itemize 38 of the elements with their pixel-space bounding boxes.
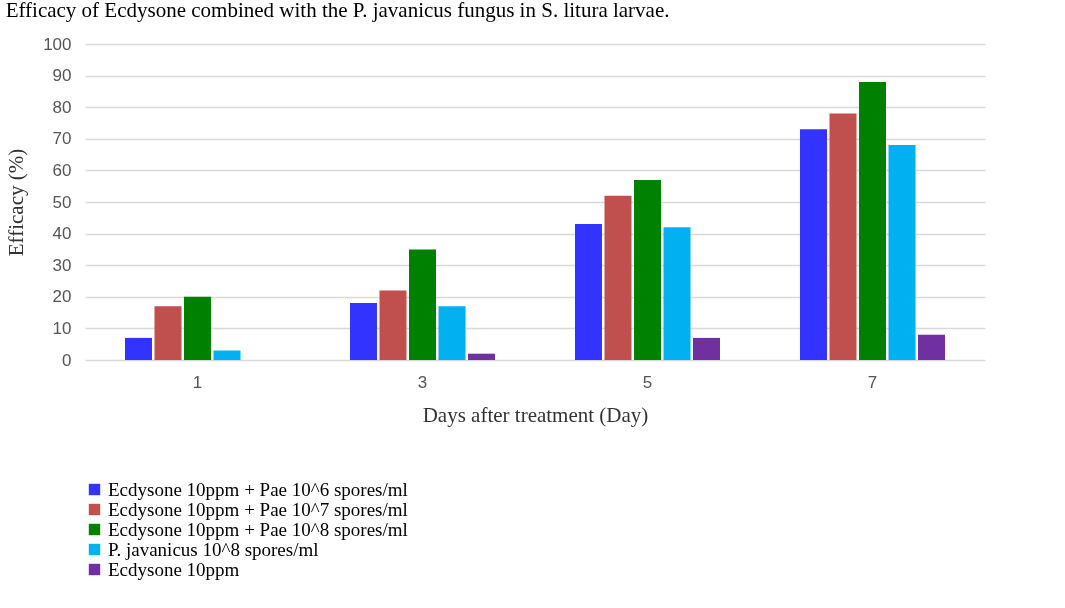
bar — [349, 303, 377, 360]
bar — [154, 306, 182, 360]
y-tick-label: 0 — [62, 350, 72, 370]
y-tick-label: 80 — [52, 97, 72, 117]
bar — [859, 81, 886, 360]
y-tick-label: 100 — [43, 34, 72, 54]
y-tick-label: 40 — [52, 224, 72, 244]
bar — [409, 249, 436, 360]
y-tick-label: 20 — [52, 287, 72, 307]
x-tick-label: 3 — [417, 372, 428, 392]
bar — [574, 224, 602, 360]
y-tick-label: 90 — [52, 66, 72, 86]
x-tick-label: 1 — [192, 372, 203, 392]
y-axis-title: Efficacy (%) — [4, 148, 29, 257]
x-axis-title: Days after treatment (Day) — [422, 402, 649, 427]
bar — [888, 145, 916, 360]
bar — [663, 227, 691, 360]
bar — [438, 306, 466, 360]
bar — [693, 337, 721, 360]
y-tick-label: 30 — [52, 255, 72, 275]
y-tick-label: 50 — [52, 192, 72, 212]
y-tick-label: 60 — [52, 160, 72, 180]
bar — [468, 353, 496, 360]
bar — [799, 129, 827, 360]
legend-label: Ecdysone 10ppm + Pae 10^6 spores/ml — [108, 478, 408, 500]
bar — [184, 296, 211, 360]
bar — [213, 350, 241, 360]
bar — [124, 337, 152, 360]
x-tick-label: 5 — [642, 372, 653, 392]
bar — [829, 113, 857, 360]
bar — [379, 290, 407, 360]
y-tick-label: 10 — [52, 318, 72, 338]
chart-title: Efficacy of Ecdysone combined with the P. javanicus fungus in S. litura larvae. — [5, 0, 670, 22]
bar — [918, 334, 946, 360]
bar — [634, 179, 661, 360]
x-tick-label: 7 — [867, 372, 878, 392]
y-tick-label: 70 — [52, 129, 72, 149]
bar — [604, 195, 632, 360]
